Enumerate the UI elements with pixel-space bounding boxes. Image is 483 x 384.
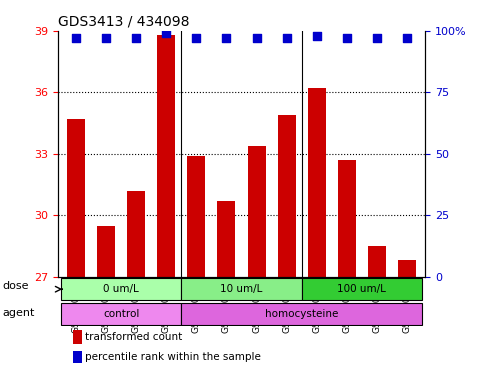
Bar <box>157 35 175 277</box>
FancyBboxPatch shape <box>181 278 302 300</box>
Point <box>102 35 110 41</box>
FancyBboxPatch shape <box>61 278 181 300</box>
Bar <box>127 191 145 277</box>
Point <box>223 35 230 41</box>
Point <box>72 35 80 41</box>
Text: 0 um/L: 0 um/L <box>103 284 139 294</box>
Bar <box>247 146 266 277</box>
Text: 100 um/L: 100 um/L <box>338 284 386 294</box>
Point <box>253 35 260 41</box>
Text: dose: dose <box>2 281 29 291</box>
FancyBboxPatch shape <box>181 303 422 325</box>
Text: agent: agent <box>2 308 35 318</box>
Text: control: control <box>103 309 139 319</box>
Bar <box>67 119 85 277</box>
Bar <box>187 156 205 277</box>
Point <box>313 33 321 39</box>
FancyBboxPatch shape <box>61 303 181 325</box>
Bar <box>338 160 356 277</box>
Bar <box>97 226 115 277</box>
Point <box>132 35 140 41</box>
Bar <box>308 88 326 277</box>
FancyBboxPatch shape <box>302 278 422 300</box>
Point <box>162 30 170 36</box>
Point <box>283 35 290 41</box>
Bar <box>72 351 82 363</box>
Text: GDS3413 / 434098: GDS3413 / 434098 <box>58 14 189 28</box>
Bar <box>398 260 416 277</box>
Text: homocysteine: homocysteine <box>265 309 339 319</box>
Point <box>343 35 351 41</box>
Bar <box>368 246 386 277</box>
Bar <box>72 330 82 344</box>
Point <box>373 35 381 41</box>
Text: transformed count: transformed count <box>85 332 183 342</box>
Point <box>193 35 200 41</box>
Text: percentile rank within the sample: percentile rank within the sample <box>85 352 261 362</box>
Text: 10 um/L: 10 um/L <box>220 284 263 294</box>
Bar <box>217 201 236 277</box>
Point <box>403 35 411 41</box>
Bar <box>278 115 296 277</box>
